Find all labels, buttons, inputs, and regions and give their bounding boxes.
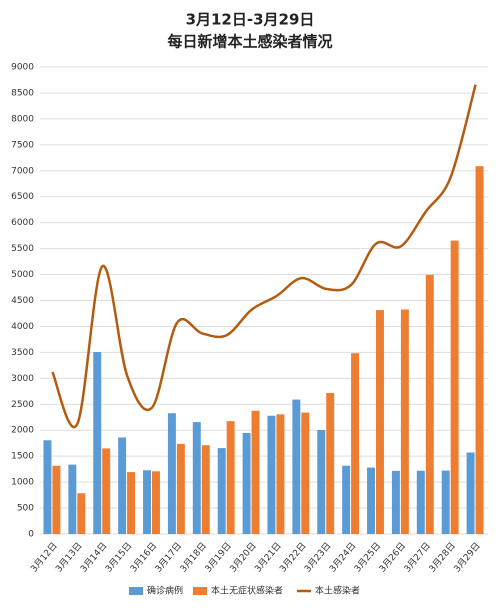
chart-title: 3月12日-3月29日 (186, 11, 315, 29)
y-tick-label: 7500 (11, 140, 34, 150)
bar (102, 448, 111, 534)
y-tick-label: 0 (28, 530, 34, 540)
bar (400, 309, 409, 534)
y-tick-label: 2000 (11, 426, 34, 436)
bar (93, 352, 102, 534)
bar (242, 432, 251, 534)
y-tick-label: 4000 (11, 322, 34, 332)
bar (376, 310, 384, 534)
y-tick-label: 3000 (11, 374, 34, 384)
bar (152, 471, 160, 534)
y-tick-label: 3500 (11, 348, 34, 358)
bar (351, 353, 360, 534)
bar (450, 240, 459, 534)
bar (167, 413, 176, 534)
y-tick-label: 1000 (11, 478, 34, 488)
legend-label: 确诊病例 (147, 585, 183, 597)
bar (267, 415, 276, 534)
y-tick-label: 1500 (11, 452, 34, 462)
y-tick-label: 2500 (11, 400, 34, 410)
bar (475, 166, 484, 535)
bar (342, 465, 351, 534)
y-tick-label: 5000 (11, 270, 34, 280)
bar (292, 399, 301, 534)
bar (251, 410, 260, 534)
x-tick-label: 3月29日 (452, 540, 483, 574)
bar (441, 470, 450, 534)
bar (226, 421, 235, 534)
bar (201, 445, 210, 534)
y-tick-label: 6000 (11, 218, 34, 228)
bar (192, 422, 201, 534)
bar (391, 470, 400, 534)
bar (367, 467, 375, 534)
y-tick-label: 500 (17, 504, 34, 514)
y-tick-label: 6500 (11, 192, 34, 202)
y-tick-label: 5500 (11, 244, 34, 254)
y-tick-label: 8500 (11, 88, 34, 98)
bar (217, 448, 226, 534)
bar (176, 443, 185, 534)
bar (43, 440, 52, 534)
y-tick-label: 8000 (11, 114, 34, 124)
bar (52, 465, 61, 534)
legend-swatch (129, 587, 143, 595)
y-tick-label: 9000 (11, 63, 34, 73)
y-tick-label: 7000 (11, 166, 34, 176)
chart-subtitle: 每日新增本土感染者情况 (167, 33, 332, 51)
legend-swatch (193, 587, 207, 595)
bar (326, 392, 335, 534)
bar (68, 464, 77, 534)
bar (127, 472, 136, 534)
bar (425, 274, 434, 534)
bar (301, 412, 310, 534)
bar (143, 470, 151, 534)
legend-label: 本土无症状感染者 (211, 585, 283, 597)
line (51, 84, 477, 429)
y-tick-label: 4500 (11, 296, 34, 306)
legend-label: 本土感染者 (315, 585, 360, 597)
bar (416, 470, 425, 534)
bar (317, 429, 326, 534)
bar (118, 437, 127, 534)
bar (77, 493, 86, 534)
bar (466, 452, 475, 534)
bar (276, 414, 285, 534)
